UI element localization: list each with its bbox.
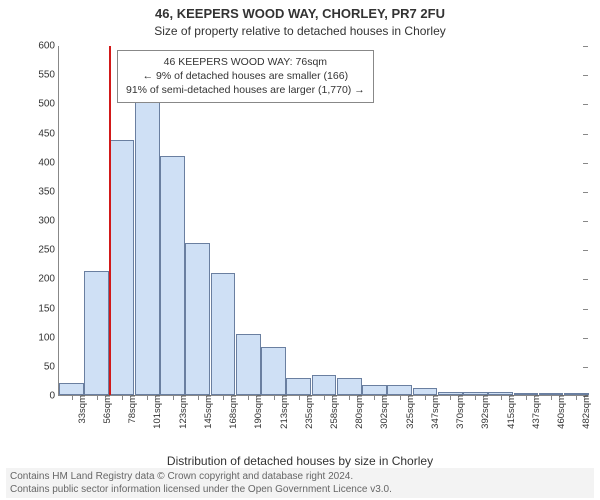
x-tick-label: 437sqm [529,395,542,429]
x-tick-mark [501,395,502,400]
chart-title: 46, KEEPERS WOOD WAY, CHORLEY, PR7 2FU [0,6,600,21]
histogram-bar [312,375,337,395]
chart-container: 46, KEEPERS WOOD WAY, CHORLEY, PR7 2FU S… [0,0,600,500]
x-tick-label: 56sqm [100,395,113,424]
y-tick-mark [583,367,588,368]
y-tick-mark [583,309,588,310]
property-marker-line [109,46,111,395]
histogram-bar [362,385,387,396]
x-tick-mark [450,395,451,400]
y-tick-label: 600 [25,41,59,52]
x-tick-label: 370sqm [453,395,466,429]
x-tick-label: 347sqm [428,395,441,429]
histogram-bar [387,385,412,396]
y-tick-mark [583,134,588,135]
info-box-line: 91% of semi-detached houses are larger (… [126,83,365,97]
footer-attribution: Contains HM Land Registry data © Crown c… [6,468,594,498]
plot-area: 05010015020025030035040045050055060033sq… [58,46,588,396]
x-tick-mark [475,395,476,400]
x-tick-label: 213sqm [277,395,290,429]
histogram-bar [84,271,109,395]
property-info-box: 46 KEEPERS WOOD WAY: 76sqm← 9% of detach… [117,50,374,103]
x-tick-label: 302sqm [377,395,390,429]
x-tick-mark [349,395,350,400]
y-tick-label: 50 [25,361,59,372]
y-tick-label: 550 [25,70,59,81]
x-tick-label: 325sqm [403,395,416,429]
x-tick-mark [248,395,249,400]
y-tick-label: 450 [25,128,59,139]
histogram-bar [337,378,362,396]
x-tick-label: 460sqm [554,395,567,429]
y-tick-mark [583,338,588,339]
x-tick-mark [72,395,73,400]
y-tick-mark [583,104,588,105]
x-tick-label: 235sqm [302,395,315,429]
x-tick-mark [147,395,148,400]
info-box-line: 46 KEEPERS WOOD WAY: 76sqm [126,55,365,69]
y-tick-label: 350 [25,186,59,197]
y-tick-mark [583,192,588,193]
y-tick-mark [583,46,588,47]
chart-subtitle: Size of property relative to detached ho… [0,24,600,38]
x-tick-mark [97,395,98,400]
histogram-bar [59,383,84,395]
histogram-bar [286,378,311,396]
y-tick-label: 0 [25,391,59,402]
footer-line-2: Contains public sector information licen… [10,483,590,496]
y-tick-mark [583,279,588,280]
x-tick-label: 123sqm [176,395,189,429]
x-tick-label: 33sqm [75,395,88,424]
x-tick-mark [223,395,224,400]
x-tick-label: 168sqm [226,395,239,429]
histogram-bar [160,156,185,395]
x-tick-label: 482sqm [579,395,592,429]
histogram-bar [236,334,261,395]
y-tick-mark [583,250,588,251]
y-tick-mark [583,75,588,76]
x-tick-label: 78sqm [125,395,138,424]
x-tick-label: 280sqm [352,395,365,429]
x-axis-label: Distribution of detached houses by size … [0,454,600,468]
y-tick-mark [583,163,588,164]
histogram-bar [135,102,160,395]
x-tick-label: 258sqm [327,395,340,429]
x-tick-mark [198,395,199,400]
x-tick-label: 415sqm [504,395,517,429]
y-tick-label: 200 [25,274,59,285]
histogram-bar [261,347,286,395]
y-tick-label: 400 [25,157,59,168]
x-tick-mark [526,395,527,400]
x-tick-mark [425,395,426,400]
info-box-line: ← 9% of detached houses are smaller (166… [126,69,365,83]
x-tick-mark [173,395,174,400]
y-tick-label: 250 [25,245,59,256]
x-tick-mark [551,395,552,400]
x-tick-label: 101sqm [150,395,163,429]
histogram-bar [110,140,135,396]
x-tick-mark [122,395,123,400]
x-tick-mark [400,395,401,400]
y-tick-label: 300 [25,216,59,227]
x-tick-label: 145sqm [201,395,214,429]
histogram-bar [211,273,236,396]
y-tick-label: 100 [25,332,59,343]
y-tick-label: 500 [25,99,59,110]
x-tick-mark [374,395,375,400]
y-tick-label: 150 [25,303,59,314]
x-tick-label: 190sqm [251,395,264,429]
x-tick-mark [324,395,325,400]
y-tick-mark [583,221,588,222]
footer-line-1: Contains HM Land Registry data © Crown c… [10,470,590,483]
x-tick-label: 392sqm [478,395,491,429]
x-tick-mark [576,395,577,400]
x-tick-mark [274,395,275,400]
histogram-bar [185,243,210,395]
x-tick-mark [299,395,300,400]
